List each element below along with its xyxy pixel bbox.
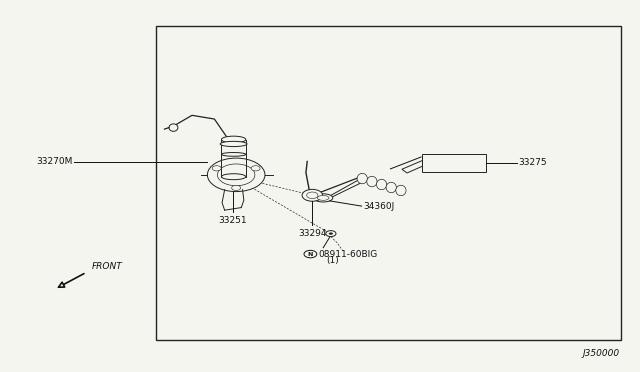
Text: N: N [308,251,313,257]
Ellipse shape [396,185,406,196]
Circle shape [251,166,260,171]
Ellipse shape [221,153,246,156]
Circle shape [232,185,241,190]
Circle shape [307,192,318,199]
Text: 34360J: 34360J [363,202,394,211]
Ellipse shape [376,179,387,190]
Ellipse shape [221,136,246,143]
Text: 33294+A: 33294+A [425,158,467,167]
Circle shape [304,250,317,258]
Text: 33275: 33275 [518,158,547,167]
Ellipse shape [357,173,367,184]
Ellipse shape [426,160,432,169]
Text: 08911-60BlG: 08911-60BlG [318,250,378,259]
Circle shape [212,166,221,171]
Bar [156,26,621,340]
Bar [422,154,486,172]
Circle shape [302,189,323,201]
Polygon shape [402,159,431,173]
Ellipse shape [220,141,247,147]
Text: (1): (1) [326,256,339,265]
Ellipse shape [314,194,333,202]
Text: 33294: 33294 [298,229,326,238]
Circle shape [329,232,333,235]
Ellipse shape [317,195,329,200]
Ellipse shape [221,174,246,180]
Circle shape [326,231,336,237]
Text: J350000: J350000 [582,349,620,358]
Text: FRONT: FRONT [92,262,122,271]
Circle shape [218,164,255,186]
Ellipse shape [367,176,377,187]
Ellipse shape [169,124,178,131]
Ellipse shape [386,182,396,193]
Text: 33251: 33251 [219,216,247,225]
Circle shape [207,158,265,192]
Text: 33270M: 33270M [36,157,72,166]
